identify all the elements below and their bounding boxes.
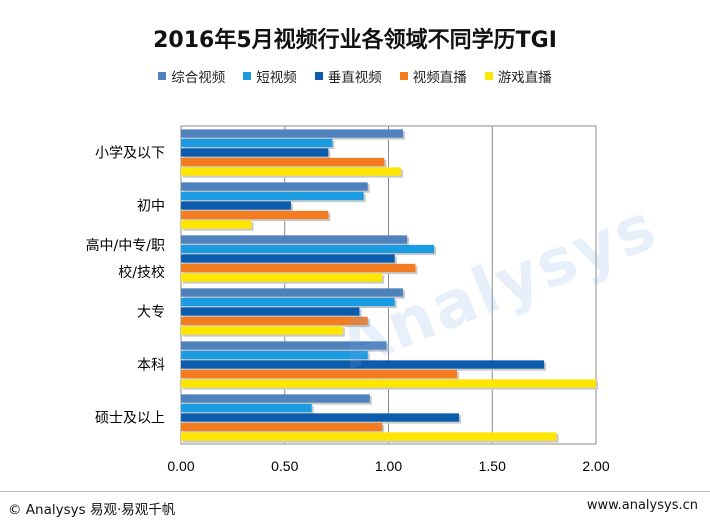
bar — [181, 394, 370, 403]
x-tick-label: 2.00 — [582, 458, 609, 474]
bar — [181, 369, 457, 379]
bar — [181, 167, 401, 176]
bar — [181, 350, 368, 360]
bar — [181, 297, 395, 307]
x-tick-label: 0.50 — [271, 458, 298, 474]
x-tick-label: 0.00 — [167, 458, 194, 474]
legend-swatch — [158, 72, 167, 80]
bar — [181, 129, 404, 138]
bar — [181, 220, 252, 229]
bar — [181, 403, 312, 413]
category-label: 校/技校 — [118, 264, 165, 281]
bar — [181, 432, 557, 441]
bar — [181, 157, 385, 167]
legend-label: 短视频 — [256, 70, 297, 86]
legend-item: 综合视频 — [158, 66, 225, 86]
bar — [181, 288, 404, 297]
bar — [181, 235, 408, 244]
legend-swatch — [399, 72, 408, 80]
bar — [181, 326, 343, 335]
bar — [181, 138, 333, 148]
bar — [181, 273, 383, 282]
legend-label: 视频直播 — [412, 70, 467, 86]
legend-swatch — [484, 72, 493, 80]
bar — [181, 210, 329, 220]
bar — [181, 191, 364, 201]
legend-label: 垂直视频 — [327, 70, 382, 86]
legend-item: 短视频 — [243, 66, 297, 86]
legend-item: 视频直播 — [399, 66, 467, 86]
x-tick-label: 1.00 — [375, 458, 402, 474]
category-label: 小学及以下 — [95, 146, 165, 162]
category-label: 本科 — [137, 358, 165, 374]
bar — [181, 201, 291, 210]
category-label: 硕士及以上 — [95, 411, 165, 427]
category-label: 初中 — [137, 198, 165, 215]
legend-label: 游戏直播 — [497, 70, 552, 86]
footer-website: www.analysys.cn — [586, 498, 698, 513]
legend-item: 垂直视频 — [314, 66, 382, 86]
legend-swatch — [243, 72, 252, 80]
legend-label: 综合视频 — [171, 70, 226, 86]
chart-title: 2016年5月视频行业各领域不同学历TGI — [153, 28, 557, 53]
bar — [181, 316, 368, 326]
bar — [181, 148, 329, 157]
bar — [181, 360, 545, 369]
legend-swatch — [314, 72, 323, 80]
bar — [181, 413, 460, 422]
bar — [181, 422, 383, 432]
bar — [181, 379, 596, 388]
x-tick-label: 1.50 — [479, 458, 506, 474]
bar — [181, 254, 395, 263]
chart-plot: 0.00 0.50 1.00 1.50 2.00 小学及以下初中高中/中专/职校/技校大专… — [86, 125, 610, 474]
footer-divider — [0, 491, 710, 492]
bar — [181, 307, 360, 316]
bar — [181, 341, 387, 350]
category-label: 大专 — [137, 305, 165, 321]
bar — [181, 244, 435, 254]
category-label: 高中/中专/职 — [86, 237, 165, 254]
bar — [181, 182, 368, 191]
footer-copyright: © Analysys 易观·易观千帆 — [8, 502, 176, 518]
legend-item: 游戏直播 — [484, 66, 552, 86]
bar — [181, 263, 416, 273]
chart-legend: 综合视频 短视频 垂直视频 视频直播 游戏直播 — [0, 66, 710, 86]
